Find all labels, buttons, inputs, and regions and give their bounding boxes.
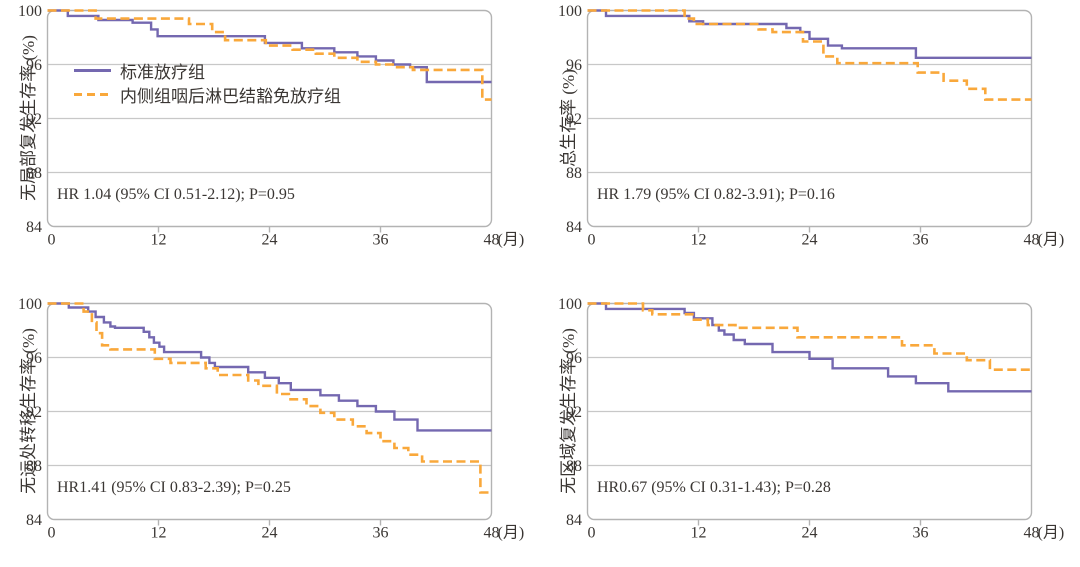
y-axis-label: 无区域复发生存率 (%) [559,328,578,494]
y-tick-label: 88 [566,165,582,182]
panel-overall-survival: 100 96 92 88 84 0 12 24 36 48 (月) 总生存率 (%) HR 1.79… [540,0,1080,274]
series-line-standard [587,302,1032,393]
series-line-sparing [587,9,1032,101]
y-tick-label: 96 [566,350,582,367]
hr-annotation: HR1.41 (95% CI 0.83-2.39); P=0.25 [57,479,291,496]
x-axis-unit: (月) [498,525,525,542]
y-tick-label: 100 [18,3,42,20]
panel-local-recurrence-free-survival: 100 96 92 88 84 0 12 24 36 48 (月) 无局部复发生存率 (%) 标准放… [0,0,540,274]
panel-regional-recurrence-free-survival: 100 96 92 88 84 0 12 24 36 48 (月) 无区域复发生存率 (%) HR0… [540,293,1080,567]
series-line-standard [47,9,492,84]
y-tick-label: 100 [18,296,42,313]
series-line-sparing [587,302,1032,371]
y-tick-label: 96 [26,350,42,367]
plot-local-recurrence-free-survival: 100 96 92 88 84 0 12 24 36 48(月) [18,3,525,249]
y-tick-label: 92 [566,404,582,421]
hr-annotation: HR 1.79 (95% CI 0.82-3.91); P=0.16 [597,186,835,203]
x-axis-unit: (月) [498,232,525,249]
x-tick-label: 12 [151,232,167,249]
x-tick-label: 24 [802,232,818,249]
y-axis-label: 无远处转移生存率 (%) [19,328,38,494]
x-axis-unit: (月) [1038,525,1065,542]
panel-distant-metastasis-free-survival: 100 96 92 88 84 0 12 24 36 48 (月) 无远处转移生存率 (%) HR1… [0,293,540,567]
x-tick-label: 48 [1024,525,1040,542]
y-tick-label: 96 [566,57,582,74]
y-tick-label: 96 [26,57,42,74]
x-tick-label: 12 [151,525,167,542]
y-tick-label: 84 [26,512,42,529]
hr-annotation: HR0.67 (95% CI 0.31-1.43); P=0.28 [597,479,831,496]
y-axis-label: 总生存率 (%) [559,69,578,167]
legend-line-dashed-icon [74,92,111,96]
x-tick-label: 24 [262,525,278,542]
y-tick-label: 92 [26,404,42,421]
y-tick-label: 88 [26,165,42,182]
y-tick-label: 100 [558,3,582,20]
hr-annotation: HR 1.04 (95% CI 0.51-2.12); P=0.95 [57,186,295,203]
x-tick-label: 36 [913,232,929,249]
x-axis-unit: (月) [1038,232,1065,249]
x-tick-label: 12 [691,525,707,542]
x-tick-label: 24 [802,525,818,542]
x-tick-label: 36 [913,525,929,542]
legend-item-sparing: 内侧组咽后淋巴结豁免放疗组 [74,82,341,106]
series-line-standard [587,9,1032,59]
series-line-standard [47,302,492,432]
x-tick-label: 36 [373,525,389,542]
y-tick-label: 92 [566,111,582,128]
legend-item-standard: 标准放疗组 [74,58,341,82]
series-line-sparing [47,9,492,101]
y-tick-label: 84 [566,219,582,236]
plot-distant-metastasis-free-survival: 100 96 92 88 84 0 12 24 36 48(月) [18,296,525,542]
x-tick-label: 48 [484,525,500,542]
x-tick-label: 48 [484,232,500,249]
legend-label-standard: 标准放疗组 [120,62,205,82]
x-tick-label: 0 [48,525,56,542]
x-tick-label: 0 [588,232,596,249]
y-tick-label: 84 [566,512,582,529]
legend-line-solid-icon [74,68,111,72]
x-tick-label: 0 [588,525,596,542]
legend: 标准放疗组 内侧组咽后淋巴结豁免放疗组 [74,58,341,106]
plot-regional-recurrence-free-survival: 100 96 92 88 84 0 12 24 36 48(月) [558,296,1065,542]
y-tick-label: 100 [558,296,582,313]
x-tick-label: 0 [48,232,56,249]
x-tick-label: 24 [262,232,278,249]
x-tick-label: 36 [373,232,389,249]
y-axis-label: 无局部复发生存率 (%) [19,35,38,201]
plot-overall-survival: 100 96 92 88 84 0 12 24 36 48(月) [558,3,1065,249]
y-tick-label: 88 [566,458,582,475]
y-tick-label: 88 [26,458,42,475]
legend-label-sparing: 内侧组咽后淋巴结豁免放疗组 [120,86,341,106]
x-tick-label: 12 [691,232,707,249]
y-tick-label: 92 [26,111,42,128]
x-tick-label: 48 [1024,232,1040,249]
series-line-sparing [47,302,492,494]
y-tick-label: 84 [26,219,42,236]
